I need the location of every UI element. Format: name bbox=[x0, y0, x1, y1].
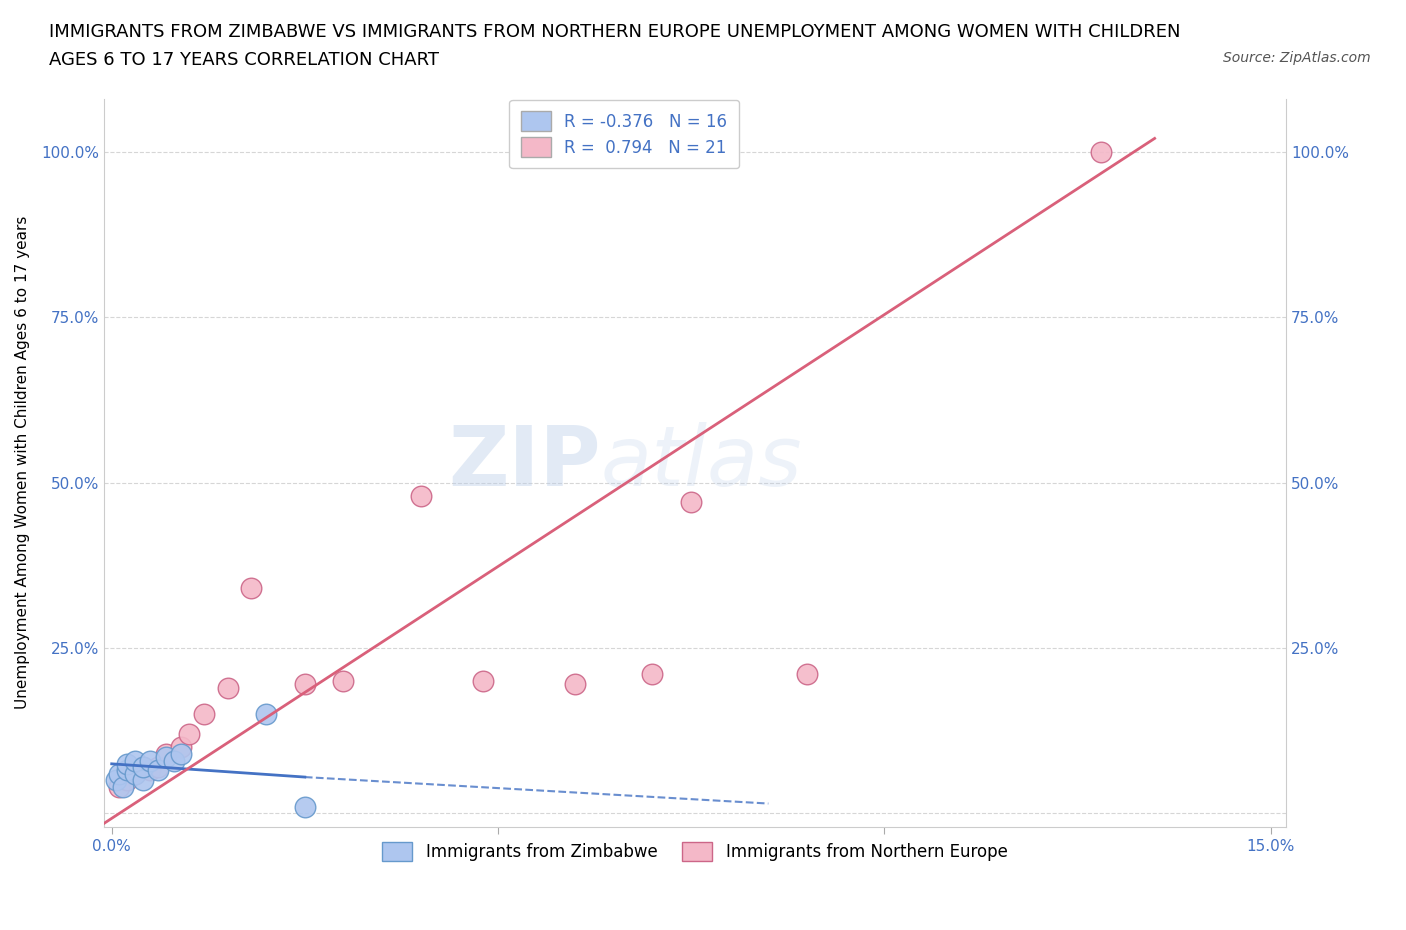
Point bbox=[108, 779, 131, 794]
Point bbox=[139, 763, 162, 777]
Point bbox=[177, 726, 200, 741]
Point bbox=[131, 773, 153, 788]
Point bbox=[124, 753, 146, 768]
Point bbox=[409, 488, 432, 503]
Point bbox=[641, 667, 664, 682]
Point bbox=[162, 753, 184, 768]
Point bbox=[104, 773, 127, 788]
Text: Source: ZipAtlas.com: Source: ZipAtlas.com bbox=[1223, 51, 1371, 65]
Point bbox=[131, 760, 153, 775]
Point bbox=[115, 773, 138, 788]
Point bbox=[146, 760, 169, 775]
Point bbox=[471, 673, 494, 688]
Y-axis label: Unemployment Among Women with Children Ages 6 to 17 years: Unemployment Among Women with Children A… bbox=[15, 216, 30, 710]
Point bbox=[170, 740, 193, 755]
Point bbox=[170, 747, 193, 762]
Point bbox=[217, 680, 239, 695]
Point bbox=[294, 800, 316, 815]
Point bbox=[239, 581, 262, 596]
Point bbox=[108, 766, 131, 781]
Point bbox=[193, 707, 215, 722]
Point bbox=[131, 760, 153, 775]
Point bbox=[564, 677, 586, 692]
Point bbox=[294, 677, 316, 692]
Point bbox=[796, 667, 818, 682]
Point bbox=[681, 495, 703, 510]
Text: IMMIGRANTS FROM ZIMBABWE VS IMMIGRANTS FROM NORTHERN EUROPE UNEMPLOYMENT AMONG W: IMMIGRANTS FROM ZIMBABWE VS IMMIGRANTS F… bbox=[49, 23, 1181, 41]
Text: atlas: atlas bbox=[600, 422, 801, 503]
Point bbox=[155, 747, 177, 762]
Point bbox=[155, 750, 177, 764]
Point bbox=[254, 707, 277, 722]
Point bbox=[146, 763, 169, 777]
Point bbox=[124, 766, 146, 781]
Point bbox=[139, 753, 162, 768]
Point bbox=[115, 763, 138, 777]
Legend: Immigrants from Zimbabwe, Immigrants from Northern Europe: Immigrants from Zimbabwe, Immigrants fro… bbox=[374, 833, 1017, 870]
Point bbox=[1090, 144, 1112, 159]
Point bbox=[332, 673, 354, 688]
Text: ZIP: ZIP bbox=[449, 422, 600, 503]
Point bbox=[124, 766, 146, 781]
Text: AGES 6 TO 17 YEARS CORRELATION CHART: AGES 6 TO 17 YEARS CORRELATION CHART bbox=[49, 51, 439, 69]
Point bbox=[112, 779, 135, 794]
Point bbox=[115, 756, 138, 771]
